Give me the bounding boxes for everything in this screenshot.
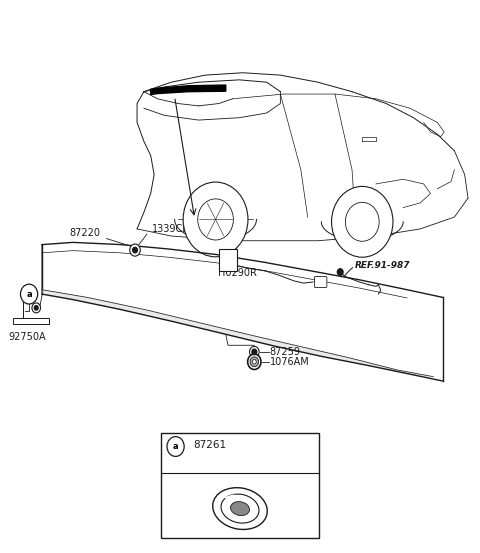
Ellipse shape [221,494,259,523]
Text: 92750A: 92750A [9,331,47,342]
Text: 87220: 87220 [70,228,100,238]
Text: 1076AM: 1076AM [270,357,309,367]
Text: 1339CB: 1339CB [152,223,190,233]
Circle shape [252,359,256,364]
Circle shape [167,437,184,456]
Polygon shape [151,85,226,95]
Text: 87261: 87261 [194,440,227,450]
Ellipse shape [213,488,267,529]
Circle shape [252,349,257,354]
Text: 87259: 87259 [270,347,300,357]
Circle shape [250,357,259,367]
Text: REF.91-987: REF.91-987 [355,261,410,270]
Text: 98860: 98860 [208,236,239,246]
Ellipse shape [230,502,250,515]
Circle shape [198,199,233,240]
FancyBboxPatch shape [314,276,327,288]
Text: a: a [173,442,179,451]
Circle shape [332,186,393,257]
Bar [13,318,49,325]
Circle shape [346,202,379,241]
Circle shape [248,354,261,369]
Circle shape [183,182,248,257]
Circle shape [337,269,343,275]
Circle shape [250,346,259,357]
Text: a: a [26,290,32,299]
Bar [218,249,237,271]
Circle shape [21,284,37,304]
Circle shape [32,303,40,313]
Circle shape [130,244,140,256]
Bar [161,434,319,538]
Circle shape [34,306,38,310]
Text: H0290R: H0290R [218,268,257,278]
Polygon shape [42,290,433,377]
Circle shape [132,247,137,253]
